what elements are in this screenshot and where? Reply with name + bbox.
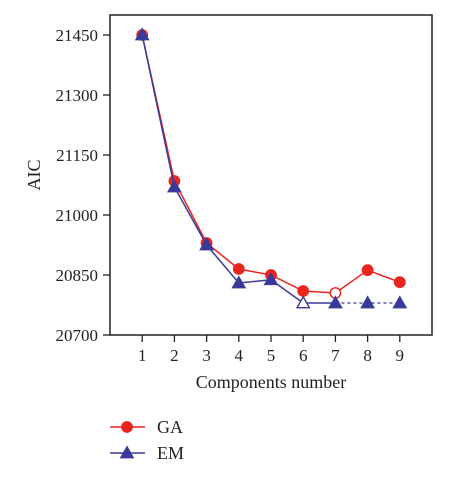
x-tick-label: 7	[331, 346, 340, 365]
x-tick-label: 6	[299, 346, 308, 365]
x-axis-title: Components number	[196, 372, 347, 392]
y-tick-label: 21450	[56, 26, 99, 45]
legend-marker	[121, 421, 133, 433]
data-point-ga	[297, 285, 310, 297]
x-tick-label: 4	[235, 346, 244, 365]
data-point-em	[231, 275, 247, 289]
data-point-em	[199, 237, 215, 251]
series-line-em	[141, 34, 336, 304]
legend-label: EM	[157, 443, 184, 463]
x-tick-label: 2	[170, 346, 179, 365]
x-tick-label: 9	[396, 346, 405, 365]
y-tick-label: 20850	[56, 266, 99, 285]
x-tick-label: 3	[202, 346, 211, 365]
data-point-ga	[361, 264, 374, 277]
y-axis-title: AIC	[24, 160, 44, 191]
plot-frame	[109, 14, 433, 336]
plot-axes: 1 2 3 4 5 6 7 8 9 20700 20850 21000 21150 21300 21450	[56, 14, 433, 365]
data-point-ga	[393, 276, 406, 289]
series-em	[134, 27, 408, 309]
y-tick-label: 21150	[56, 146, 98, 165]
data-point-em	[295, 295, 311, 309]
x-tick-label: 8	[363, 346, 372, 365]
data-point-em	[360, 295, 376, 309]
y-tick-label: 21000	[56, 206, 99, 225]
series-line-ga	[141, 34, 401, 294]
data-point-em	[392, 295, 408, 309]
data-point-em	[263, 272, 279, 286]
y-tick-label: 20700	[56, 326, 99, 345]
legend-item-ga: GA	[110, 417, 183, 437]
series-ga	[136, 29, 406, 299]
legend-marker	[119, 445, 135, 459]
legend-label: GA	[157, 417, 183, 437]
data-point-ga	[232, 263, 245, 275]
x-tick-label: 1	[138, 346, 147, 365]
series-layer	[134, 27, 408, 309]
x-tick-label: 5	[267, 346, 276, 365]
legend: GA EM	[110, 417, 184, 463]
legend-item-em: EM	[110, 443, 184, 463]
y-tick-label: 21300	[56, 86, 99, 105]
data-point-em	[327, 295, 343, 309]
data-point-em	[134, 27, 150, 41]
data-point-em	[166, 179, 182, 193]
